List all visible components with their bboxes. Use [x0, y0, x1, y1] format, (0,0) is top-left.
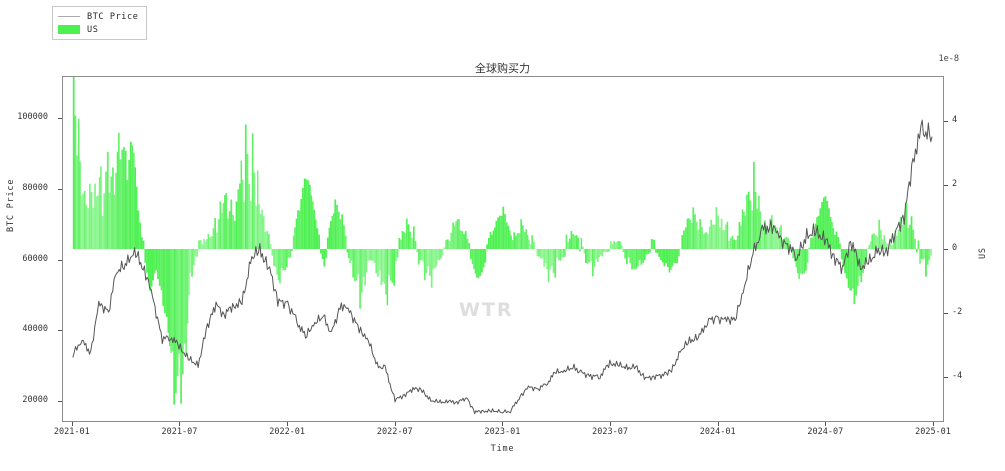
x-tick-2022-01: 2022-01	[269, 427, 306, 437]
x-tickmark	[717, 422, 719, 426]
y-tick-left-40000: 40000	[22, 324, 48, 335]
x-tick-2023-07: 2023-07	[592, 427, 628, 437]
y-tickmark-left	[58, 188, 62, 190]
y-tick-left-100000: 100000	[17, 112, 48, 123]
y-tick-left-60000: 60000	[22, 253, 48, 264]
y-tickmark-left	[58, 330, 62, 332]
x-tick-2023-01: 2023-01	[484, 427, 521, 437]
y-tickmark-left	[58, 400, 62, 402]
x-tick-2025-01: 2025-01	[915, 427, 951, 437]
x-tick-2024-01: 2024-01	[699, 427, 736, 437]
x-tickmark	[179, 422, 181, 426]
x-tickmark	[610, 422, 612, 426]
legend-bar-marker-icon	[58, 25, 80, 34]
x-tickmark	[394, 422, 396, 426]
chart-title: 全球购买力	[475, 62, 530, 75]
plot-area: WTR	[62, 76, 944, 422]
y-tick-right-0: 0	[952, 243, 958, 253]
y-tick-right-4: 4	[952, 114, 958, 125]
y-axis-left-label: BTC Price	[6, 178, 16, 232]
x-tickmark	[71, 422, 73, 426]
x-tickmark	[825, 422, 827, 426]
y-tick-left-20000: 20000	[22, 394, 48, 405]
legend-item-btc-price: BTC Price	[58, 10, 138, 23]
y-tick-left-80000: 80000	[22, 182, 48, 193]
y-tickmark-right	[944, 249, 948, 250]
legend-label-us: US	[87, 24, 99, 35]
x-tickmark	[502, 422, 504, 426]
y-tick-right--2: -2	[952, 307, 963, 318]
y-axis-right-label: US	[978, 247, 988, 259]
x-tick-2022-07: 2022-07	[376, 427, 413, 437]
legend-item-us: US	[58, 23, 138, 36]
watermark-text: WTR	[459, 299, 514, 321]
us-bar-series	[72, 77, 933, 405]
legend-label-btc-price: BTC Price	[87, 11, 139, 22]
x-axis-label: Time	[490, 444, 515, 454]
legend-line-marker-icon	[58, 16, 80, 17]
right-axis-scale-label: 1e-8	[938, 54, 959, 64]
x-tickmark	[933, 422, 934, 426]
y-tick-right-2: 2	[952, 178, 958, 189]
y-tickmark-left	[58, 118, 62, 120]
chart-legend: BTC Price US	[52, 6, 148, 40]
x-tickmark	[287, 422, 289, 426]
x-tick-2024-07: 2024-07	[807, 427, 844, 437]
y-tickmark-right	[944, 377, 948, 379]
y-tickmark-right	[944, 184, 948, 186]
btc-price-line-series	[72, 119, 933, 415]
y-tickmark-right	[944, 313, 948, 315]
y-tickmark-right	[944, 120, 948, 122]
chart-canvas	[72, 77, 933, 415]
y-tickmark-left	[58, 259, 62, 261]
x-tick-2021-01: 2021-01	[53, 427, 90, 437]
y-tick-right--4: -4	[952, 371, 963, 382]
x-tick-2021-07: 2021-07	[161, 427, 198, 437]
